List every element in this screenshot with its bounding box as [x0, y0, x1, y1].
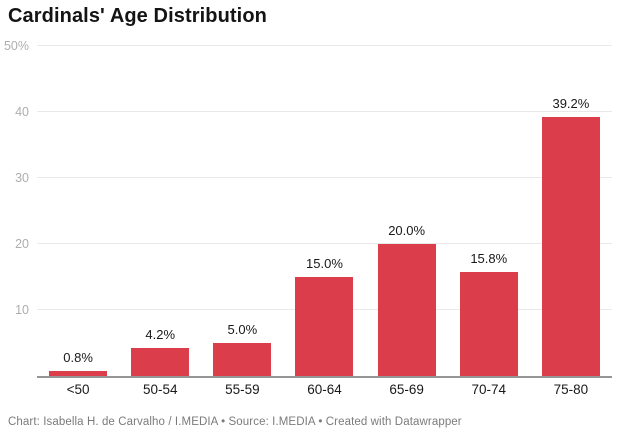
bar-value-label-65-69: 20.0%	[388, 223, 426, 238]
y-axis: 10 20 30 40 50%	[0, 39, 31, 376]
x-tick-label-55-59: 55-59	[225, 382, 260, 397]
bar-value-label-50-54: 4.2%	[145, 327, 176, 343]
y-tick-label-30: 30	[15, 171, 29, 185]
bar-value-label-50: 0.8%	[63, 349, 93, 365]
gridline-30	[37, 177, 612, 178]
bar-55-59	[213, 343, 272, 376]
bar-value-label-70-74: 15.8%	[470, 250, 508, 266]
bar-slot-70-74: 15.8%	[448, 46, 530, 376]
bar-70-74	[459, 271, 518, 376]
gridline-50	[37, 45, 612, 46]
bar-slot-50: 0.8%	[37, 46, 119, 376]
bar-slot-65-69: 20.0%	[366, 46, 448, 376]
bar-65-69	[377, 244, 436, 376]
bar-50	[49, 370, 108, 376]
bar-value-label-55-59: 5.0%	[227, 322, 258, 337]
x-tick-label-75-80: 75-80	[553, 382, 589, 397]
bar-50-54	[131, 348, 190, 376]
bar-slot-60-64: 15.0%	[283, 46, 365, 376]
y-tick-label-20: 20	[15, 237, 29, 251]
x-tick-label-60-64: 60-64	[307, 382, 342, 397]
bar-slot-55-59: 5.0%	[201, 46, 283, 376]
x-tick-label-50: <50	[66, 382, 90, 397]
x-tick-label-70-74: 70-74	[471, 382, 507, 397]
x-tick-label-65-69: 65-69	[389, 382, 424, 397]
bar-slot-75-80: 39.2%	[530, 46, 612, 376]
bar-75-80	[541, 117, 600, 376]
x-axis: <50 50-54 55-59 60-64 65-69 70-74 75-80	[37, 382, 612, 400]
bar-60-64	[295, 277, 354, 376]
bar-value-label-60-64: 15.0%	[306, 256, 343, 271]
gridline-20	[37, 243, 612, 244]
bar-value-label-75-80: 39.2%	[552, 96, 590, 112]
chart-title: Cardinals' Age Distribution	[8, 5, 267, 27]
gridline-40	[37, 111, 612, 112]
x-tick-label-50-54: 50-54	[142, 382, 178, 397]
y-tick-label-40: 40	[15, 105, 29, 119]
chart-credit: Chart: Isabella H. de Carvalho / I.MEDIA…	[8, 416, 462, 428]
y-tick-label-10: 10	[15, 303, 29, 317]
y-tick-label-50: 50%	[3, 39, 29, 53]
plot-area: 0.8% 4.2% 5.0% 15.0% 20.0% 15.8% 39.2%	[37, 45, 612, 378]
bar-slot-50-54: 4.2%	[119, 46, 201, 376]
